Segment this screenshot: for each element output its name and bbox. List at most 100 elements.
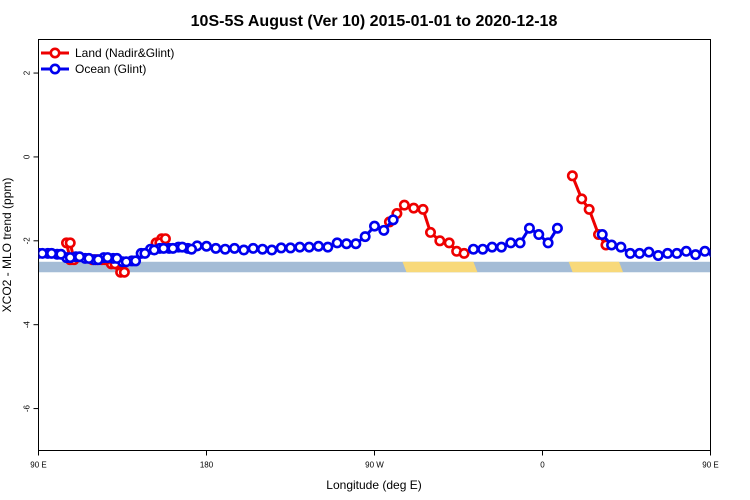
data-point-ocean-glint xyxy=(331,237,343,249)
data-point-ocean-glint xyxy=(158,242,170,254)
data-point-ocean-glint xyxy=(643,246,655,258)
data-point-ocean-glint xyxy=(186,243,198,255)
data-point-ocean-glint xyxy=(680,245,692,257)
y-axis-label: XCO2 - MLO trend (ppm) xyxy=(0,178,14,313)
data-point-ocean-glint xyxy=(64,252,76,264)
data-point-land-nadir-glint xyxy=(64,237,76,249)
data-point-ocean-glint xyxy=(477,243,489,255)
data-point-ocean-glint xyxy=(634,247,646,259)
land-band-segment xyxy=(402,261,478,273)
data-point-ocean-glint xyxy=(120,256,132,268)
data-point-land-nadir-glint xyxy=(443,237,455,249)
data-point-ocean-glint xyxy=(322,241,334,253)
x-tick-label: 90 E xyxy=(702,461,718,470)
series-layer xyxy=(29,170,711,278)
data-point-ocean-glint xyxy=(312,240,324,252)
data-point-ocean-glint xyxy=(266,244,278,256)
data-point-ocean-glint xyxy=(514,237,526,249)
data-point-ocean-glint xyxy=(210,242,222,254)
series-group xyxy=(29,170,711,278)
data-point-land-nadir-glint xyxy=(434,235,446,247)
data-point-ocean-glint xyxy=(167,242,179,254)
data-point-ocean-glint xyxy=(368,220,380,232)
x-axis-label: Longitude (deg E) xyxy=(326,478,421,492)
data-point-land-nadir-glint xyxy=(159,233,171,245)
data-point-ocean-glint xyxy=(551,222,563,234)
data-point-ocean-glint xyxy=(294,241,306,253)
data-point-ocean-glint xyxy=(111,252,123,264)
data-point-ocean-glint xyxy=(359,231,371,243)
legend-label-ocean-glint: Ocean (Glint) xyxy=(75,62,146,76)
y-tick-label: -4 xyxy=(23,321,32,329)
x-tick-label: 90 E xyxy=(30,461,46,470)
data-point-land-nadir-glint xyxy=(566,170,578,182)
y-tick-label: 2 xyxy=(23,70,32,75)
x-tick-label: 180 xyxy=(200,461,214,470)
data-point-land-nadir-glint xyxy=(398,199,410,211)
data-point-ocean-glint xyxy=(533,229,545,241)
data-point-ocean-glint xyxy=(139,247,151,259)
data-point-ocean-glint xyxy=(303,241,315,253)
data-point-ocean-glint xyxy=(176,241,188,253)
data-point-ocean-glint xyxy=(387,214,399,226)
data-point-ocean-glint xyxy=(606,239,618,251)
x-tick-label: 0 xyxy=(540,461,545,470)
data-point-ocean-glint xyxy=(29,247,37,255)
data-point-ocean-glint xyxy=(596,229,608,241)
legend-marker-land-nadir-glint xyxy=(49,47,61,59)
data-point-ocean-glint xyxy=(615,241,627,253)
legend-label-land-nadir-glint: Land (Nadir&Glint) xyxy=(75,46,174,60)
ocean-band xyxy=(38,261,711,273)
data-point-ocean-glint xyxy=(130,255,142,267)
data-point-ocean-glint xyxy=(340,238,352,250)
data-point-land-nadir-glint xyxy=(576,193,588,205)
data-point-ocean-glint xyxy=(92,254,104,266)
data-point-ocean-glint xyxy=(83,252,95,264)
data-point-ocean-glint xyxy=(46,247,58,259)
legend: Land (Nadir&Glint) Ocean (Glint) xyxy=(41,46,174,76)
data-point-ocean-glint xyxy=(467,243,479,255)
data-point-ocean-glint xyxy=(247,242,259,254)
series-line-land-nadir-glint xyxy=(388,203,465,255)
data-point-ocean-glint xyxy=(671,247,683,259)
data-point-ocean-glint xyxy=(662,247,674,259)
data-point-ocean-glint xyxy=(690,249,702,261)
data-point-ocean-glint xyxy=(238,244,250,256)
data-point-ocean-glint xyxy=(38,247,48,259)
data-point-ocean-glint xyxy=(652,249,664,261)
data-point-ocean-glint xyxy=(74,251,86,263)
x-axis: 90 E 180 90 W 0 90 E xyxy=(30,450,719,470)
data-point-ocean-glint xyxy=(55,248,67,260)
data-point-ocean-glint xyxy=(624,247,636,259)
data-point-land-nadir-glint xyxy=(458,247,470,259)
data-point-ocean-glint xyxy=(229,242,241,254)
data-point-ocean-glint xyxy=(495,241,507,253)
x-tick-label: 90 W xyxy=(365,461,384,470)
data-point-ocean-glint xyxy=(219,243,231,255)
data-point-ocean-glint xyxy=(486,241,498,253)
data-point-ocean-glint xyxy=(523,222,535,234)
data-point-ocean-glint xyxy=(201,240,213,252)
data-point-ocean-glint xyxy=(284,242,296,254)
data-point-ocean-glint xyxy=(699,245,711,257)
data-point-ocean-glint xyxy=(256,243,268,255)
data-point-ocean-glint xyxy=(275,242,287,254)
y-axis: 2 0 -2 -4 -6 xyxy=(23,70,39,412)
legend-marker-ocean-glint xyxy=(49,63,61,75)
data-point-ocean-glint xyxy=(378,224,390,236)
y-tick-label: -2 xyxy=(23,237,32,245)
data-point-land-nadir-glint xyxy=(424,226,436,238)
data-point-ocean-glint xyxy=(102,252,114,264)
data-point-ocean-glint xyxy=(148,244,160,256)
data-point-land-nadir-glint xyxy=(417,203,429,215)
data-point-ocean-glint xyxy=(350,238,362,250)
land-band-segment xyxy=(568,261,624,273)
data-point-land-nadir-glint xyxy=(118,266,130,278)
data-point-ocean-glint xyxy=(505,237,517,249)
y-tick-label: 0 xyxy=(23,154,32,159)
data-point-land-nadir-glint xyxy=(408,202,420,214)
data-point-land-nadir-glint xyxy=(583,203,595,215)
y-tick-label: -6 xyxy=(23,404,32,412)
data-point-ocean-glint xyxy=(708,249,711,258)
